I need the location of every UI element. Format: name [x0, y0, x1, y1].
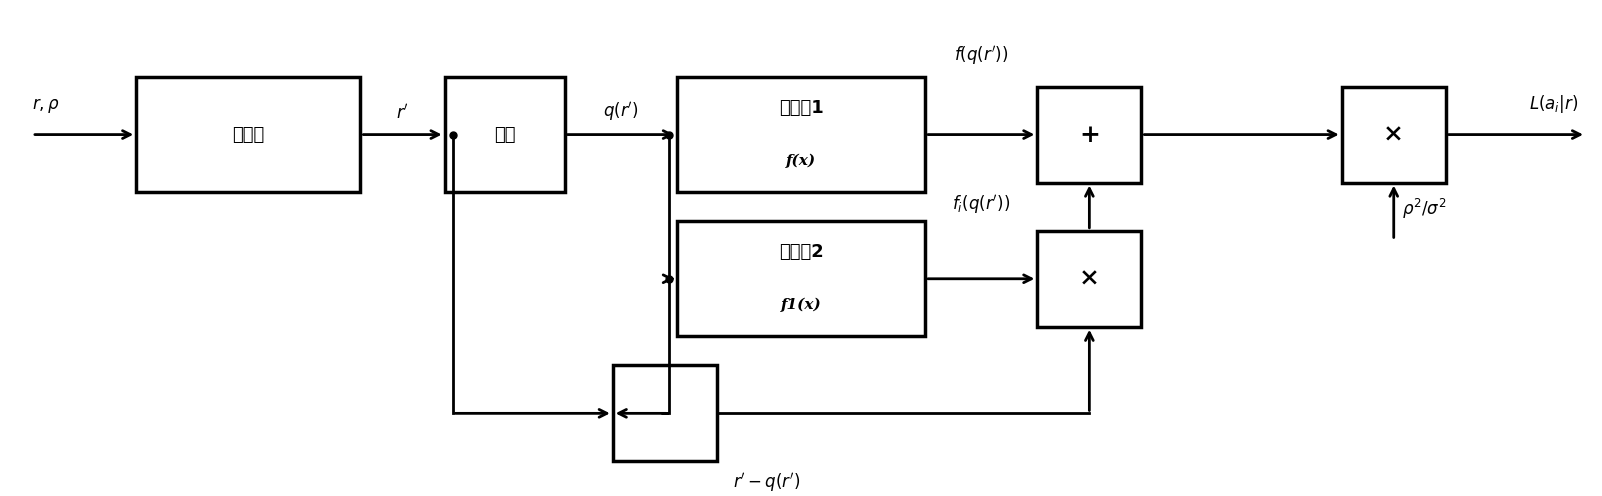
Bar: [678, 221, 926, 336]
Bar: [445, 77, 566, 192]
Text: +: +: [1078, 123, 1101, 147]
Text: $L(a_i|r)$: $L(a_i|r)$: [1528, 93, 1578, 116]
Text: $f(q(r'))$: $f(q(r'))$: [955, 44, 1008, 67]
Text: ×: ×: [1383, 123, 1405, 147]
Text: -: -: [660, 401, 670, 426]
Text: $r, \rho$: $r, \rho$: [32, 96, 59, 116]
Bar: [1038, 86, 1142, 183]
Text: $r' - q(r')$: $r' - q(r')$: [734, 471, 801, 494]
Bar: [136, 77, 360, 192]
Bar: [678, 77, 926, 192]
Text: $r'$: $r'$: [396, 104, 409, 123]
Text: 量化: 量化: [493, 125, 516, 143]
Bar: [1038, 231, 1142, 327]
Text: $\rho^2/\sigma^2$: $\rho^2/\sigma^2$: [1402, 197, 1447, 221]
Text: f(x): f(x): [787, 154, 815, 168]
Text: ×: ×: [1078, 267, 1101, 291]
Text: 归一化: 归一化: [232, 125, 264, 143]
Text: $q(r')$: $q(r')$: [602, 100, 639, 123]
Text: $f_i(q(r'))$: $f_i(q(r'))$: [952, 193, 1011, 216]
Bar: [612, 365, 716, 461]
Text: 查找表1: 查找表1: [779, 99, 823, 117]
Text: 查找表2: 查找表2: [779, 244, 823, 261]
Text: f1(x): f1(x): [780, 298, 822, 312]
Bar: [1342, 86, 1447, 183]
